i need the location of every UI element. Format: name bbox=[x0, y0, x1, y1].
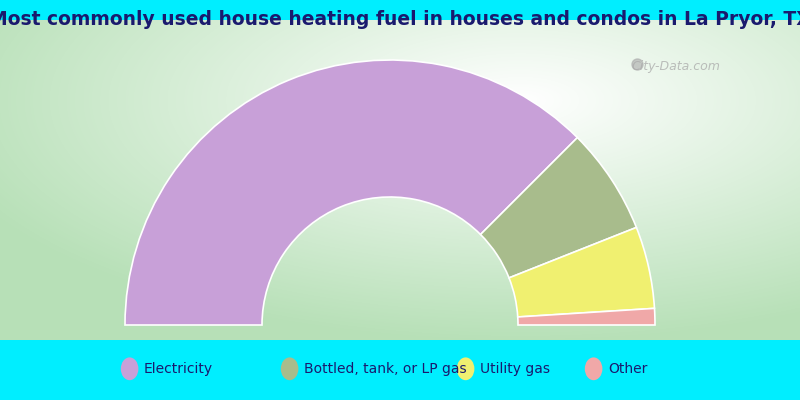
Ellipse shape bbox=[121, 358, 138, 380]
Wedge shape bbox=[481, 138, 636, 278]
Ellipse shape bbox=[281, 358, 298, 380]
Ellipse shape bbox=[585, 358, 602, 380]
Text: Electricity: Electricity bbox=[144, 362, 213, 376]
Text: Bottled, tank, or LP gas: Bottled, tank, or LP gas bbox=[304, 362, 466, 376]
Text: Other: Other bbox=[608, 362, 647, 376]
Wedge shape bbox=[125, 60, 578, 325]
Text: City-Data.com: City-Data.com bbox=[631, 60, 720, 73]
Wedge shape bbox=[509, 228, 654, 317]
Wedge shape bbox=[518, 308, 655, 325]
Text: Utility gas: Utility gas bbox=[480, 362, 550, 376]
Ellipse shape bbox=[457, 358, 474, 380]
Text: Most commonly used house heating fuel in houses and condos in La Pryor, TX: Most commonly used house heating fuel in… bbox=[0, 10, 800, 29]
